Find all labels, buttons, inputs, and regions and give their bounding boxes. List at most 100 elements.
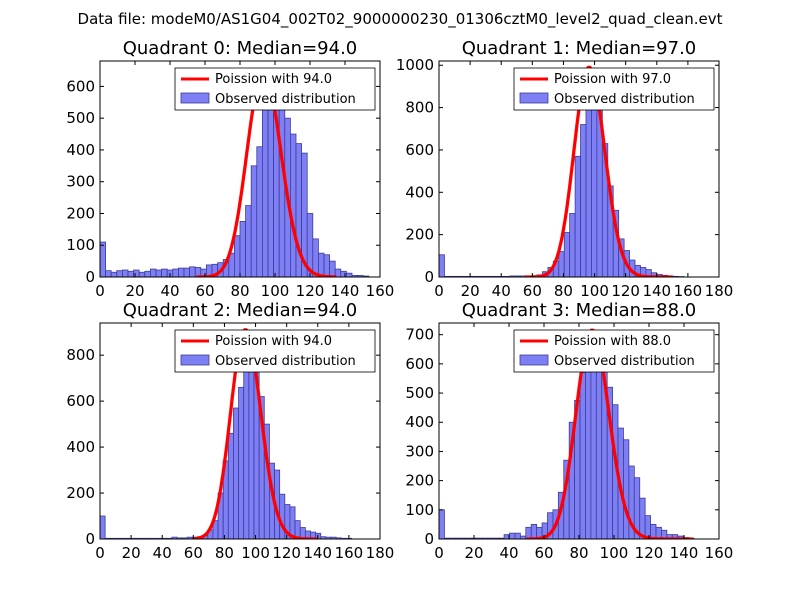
histogram-bar — [323, 254, 330, 277]
y-tick-label: 200 — [405, 226, 434, 244]
histogram-bar — [227, 432, 234, 539]
x-tick-label: 140 — [642, 282, 671, 300]
histogram-bar — [127, 270, 134, 277]
histogram-bar — [105, 270, 112, 277]
histogram-bar — [161, 268, 168, 277]
legend-bar-swatch — [519, 354, 549, 366]
histogram-bar — [189, 266, 196, 277]
axes-frame — [99, 322, 381, 540]
histogram-bar — [122, 269, 129, 277]
histogram-bar — [256, 146, 263, 277]
x-tick-label: 80 — [554, 282, 573, 300]
histogram-bar — [563, 232, 571, 277]
histogram-bar — [233, 235, 241, 277]
y-tick-label: 400 — [66, 438, 95, 456]
x-tick-label: 60 — [184, 544, 203, 562]
y-tick-label: 200 — [66, 484, 95, 502]
x-tick-label: 0 — [434, 282, 444, 300]
histogram-bar — [289, 133, 297, 277]
y-tick-label: 200 — [405, 472, 434, 490]
x-tick-label: 100 — [261, 282, 290, 300]
histogram-bar — [233, 407, 239, 539]
x-tick-label: 100 — [580, 282, 609, 300]
y-tick-label: 400 — [66, 141, 95, 159]
histogram-bars — [100, 330, 352, 539]
x-tick-label: 80 — [215, 544, 234, 562]
legend-label-poisson: Poission with 94.0 — [215, 334, 332, 349]
histogram-bar — [183, 267, 190, 277]
histogram-bar — [509, 532, 516, 539]
histogram-bar — [261, 108, 269, 277]
histogram-bar — [238, 386, 245, 539]
x-tick-label: 160 — [366, 282, 395, 300]
y-tick-label: 600 — [405, 355, 434, 373]
histogram-bar — [530, 524, 538, 539]
histogram-bar — [155, 269, 162, 277]
histogram-bar — [144, 270, 151, 277]
legend-label-poisson: Poission with 97.0 — [554, 72, 671, 87]
histogram-bar — [243, 359, 250, 539]
histogram-bar — [439, 509, 445, 539]
histogram-bar — [100, 241, 106, 277]
histogram-bar — [580, 124, 587, 277]
x-tick-label: 40 — [160, 282, 179, 300]
x-tick-label: 40 — [499, 544, 518, 562]
legend: Poission with 94.0 Observed distribution — [174, 329, 376, 373]
y-tick-label: 800 — [405, 99, 434, 117]
y-tick-label: 800 — [66, 346, 95, 364]
y-tick-label: 300 — [66, 173, 95, 191]
histogram-bar — [345, 272, 353, 277]
histogram-bar — [574, 155, 581, 277]
figure-suptitle: Data file: modeM0/AS1G04_002T02_90000002… — [78, 10, 723, 29]
panel-3: Quadrant 3: Median=88.0 0 20 40 60 80 100 120 14… — [405, 300, 733, 562]
legend-label-observed: Observed distribution — [554, 92, 695, 107]
panel-title: Quadrant 3: Median=88.0 — [462, 300, 697, 321]
histogram-bar — [133, 269, 140, 277]
histogram-bar — [644, 515, 651, 539]
panel-title: Quadrant 1: Median=97.0 — [462, 38, 697, 59]
x-tick-label: 160 — [335, 544, 364, 562]
histogram-bar — [100, 515, 106, 539]
x-tick-label: 0 — [434, 544, 444, 562]
x-tick-label: 80 — [569, 544, 588, 562]
histogram-bar — [116, 270, 123, 277]
legend-label-poisson: Poission with 88.0 — [554, 334, 671, 349]
x-tick-label: 60 — [534, 544, 553, 562]
histogram-bar — [239, 221, 246, 277]
x-tick-label: 20 — [122, 544, 141, 562]
histogram-bar — [623, 439, 630, 539]
histogram-bar — [149, 268, 157, 277]
histogram-bar — [340, 270, 347, 277]
x-tick-label: 160 — [674, 282, 703, 300]
histogram-bar — [177, 267, 185, 277]
panel-title: Quadrant 2: Median=94.0 — [123, 300, 358, 321]
poisson-curve — [526, 328, 693, 539]
x-tick-label: 180 — [366, 544, 395, 562]
legend: Poission with 97.0 Observed distribution — [513, 67, 715, 111]
panel-title: Quadrant 0: Median=94.0 — [123, 38, 358, 59]
histogram-bar — [514, 532, 521, 539]
y-tick-label: 700 — [405, 326, 434, 344]
legend-label-observed: Observed distribution — [215, 354, 356, 369]
legend-bar-swatch — [180, 354, 210, 366]
y-tick-label: 100 — [405, 501, 434, 519]
legend: Poission with 88.0 Observed distribution — [513, 329, 715, 373]
histogram-bars — [439, 331, 695, 539]
y-tick-label: 400 — [405, 413, 434, 431]
x-tick-label: 160 — [705, 544, 734, 562]
x-tick-label: 40 — [492, 282, 511, 300]
y-tick-label: 1000 — [396, 56, 434, 74]
x-tick-label: 140 — [670, 544, 699, 562]
histogram-bars — [439, 70, 685, 277]
x-tick-label: 120 — [635, 544, 664, 562]
y-tick-label: 0 — [85, 530, 95, 548]
y-tick-label: 0 — [424, 530, 434, 548]
legend-label-observed: Observed distribution — [554, 354, 695, 369]
legend-label-observed: Observed distribution — [215, 92, 356, 107]
y-tick-label: 600 — [66, 392, 95, 410]
x-tick-label: 80 — [230, 282, 249, 300]
x-tick-label: 0 — [95, 544, 105, 562]
x-tick-label: 60 — [523, 282, 542, 300]
x-tick-label: 140 — [303, 544, 332, 562]
